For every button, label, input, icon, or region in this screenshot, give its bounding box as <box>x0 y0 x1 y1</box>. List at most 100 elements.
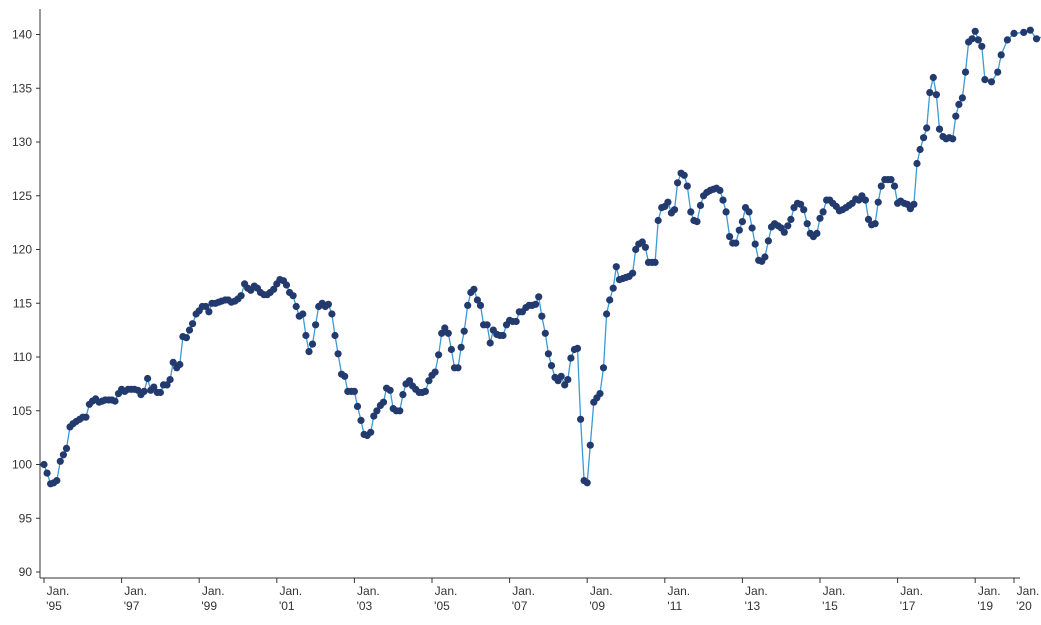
data-point <box>405 377 414 385</box>
data-point <box>373 407 381 415</box>
y-tick-label: 95 <box>19 511 33 525</box>
y-tick-label: 110 <box>13 350 32 364</box>
y-axis-ticks: 90 95 100 105 110 115 120 125 130 135 140 <box>12 28 40 579</box>
data-point <box>538 312 546 320</box>
data-point <box>499 331 507 340</box>
x-tick-label-month: Jan. <box>279 584 302 598</box>
data-point <box>599 364 608 372</box>
x-tick-label-month: Jan. <box>823 584 846 598</box>
data-point <box>564 376 572 384</box>
x-tick-label-year: '15 <box>822 599 838 613</box>
data-point <box>738 218 747 226</box>
data-point <box>370 412 378 420</box>
data-point <box>379 398 388 406</box>
data-point <box>949 135 957 143</box>
data-point <box>612 263 620 271</box>
data-point <box>816 214 824 222</box>
x-tick-label-year: '09 <box>589 599 605 613</box>
data-point <box>544 350 553 358</box>
data-point <box>632 245 640 254</box>
y-tick-label: 115 <box>13 296 32 310</box>
data-point <box>140 387 148 395</box>
data-point <box>583 479 591 487</box>
data-point <box>994 68 1002 76</box>
data-point <box>169 358 177 366</box>
data-point <box>687 208 695 216</box>
data-point <box>987 78 996 86</box>
x-tick-label-year: '11 <box>667 599 682 613</box>
data-point <box>464 301 472 309</box>
data-point <box>874 198 882 206</box>
data-point <box>357 416 365 424</box>
data-point <box>282 281 291 289</box>
data-point <box>328 310 336 318</box>
data-point <box>476 301 485 309</box>
data-point <box>1003 36 1012 44</box>
data-point <box>629 269 637 277</box>
data-point <box>932 91 941 99</box>
data-point <box>683 182 691 190</box>
data-point <box>399 391 407 399</box>
data-point <box>532 300 540 308</box>
data-point <box>567 354 575 362</box>
data-point <box>577 415 585 423</box>
data-point <box>557 372 565 380</box>
data-point <box>961 68 970 76</box>
data-point <box>331 331 339 340</box>
data-point <box>732 239 740 247</box>
data-point <box>603 310 611 318</box>
data-point <box>997 51 1005 59</box>
data-point <box>654 216 662 225</box>
y-tick-label: 130 <box>12 135 32 149</box>
x-tick-label-year: '99 <box>201 599 217 613</box>
x-tick-label-year: '20 <box>1016 599 1032 613</box>
data-point <box>958 94 967 102</box>
data-point <box>890 182 899 190</box>
data-point <box>955 100 963 108</box>
data-point <box>40 460 48 469</box>
data-point <box>819 208 827 216</box>
data-point <box>693 218 701 226</box>
data-point <box>573 344 582 352</box>
data-point <box>606 296 614 304</box>
data-point <box>457 343 465 351</box>
x-tick-label-year: '97 <box>124 599 140 613</box>
data-point <box>483 321 491 329</box>
data-point <box>586 441 594 449</box>
data-point <box>719 196 727 204</box>
data-point <box>541 329 549 337</box>
data-point <box>726 233 734 241</box>
x-axis-ticks: Jan.'95Jan.'97Jan.'99Jan.'01Jan.'03Jan.'… <box>43 578 1039 613</box>
data-point <box>651 258 659 266</box>
data-point <box>935 125 944 133</box>
data-point <box>609 284 617 292</box>
x-tick-label-month: Jan. <box>47 584 70 598</box>
data-point <box>981 76 989 84</box>
y-tick-label: 125 <box>12 189 32 203</box>
data-point <box>512 317 520 326</box>
data-point <box>62 444 71 452</box>
data-point <box>176 360 184 369</box>
data-point <box>202 302 210 311</box>
data-point <box>473 296 481 304</box>
data-point <box>444 329 452 337</box>
data-point <box>454 364 462 372</box>
data-point <box>292 302 300 311</box>
data-point <box>1026 26 1034 34</box>
data-point <box>144 374 152 383</box>
data-point <box>978 42 986 50</box>
y-tick-label: 90 <box>19 565 33 579</box>
y-tick-label: 120 <box>12 243 32 257</box>
data-point <box>182 334 190 342</box>
data-point <box>929 73 937 82</box>
x-tick-label-month: Jan. <box>357 584 380 598</box>
x-tick-label-month: Jan. <box>202 584 225 598</box>
data-point <box>312 321 320 329</box>
data-point <box>561 381 569 389</box>
data-point <box>971 27 979 35</box>
data-point <box>438 329 446 337</box>
data-point <box>53 477 61 485</box>
data-point <box>302 331 310 340</box>
data-point <box>722 208 730 216</box>
data-point <box>396 407 404 415</box>
